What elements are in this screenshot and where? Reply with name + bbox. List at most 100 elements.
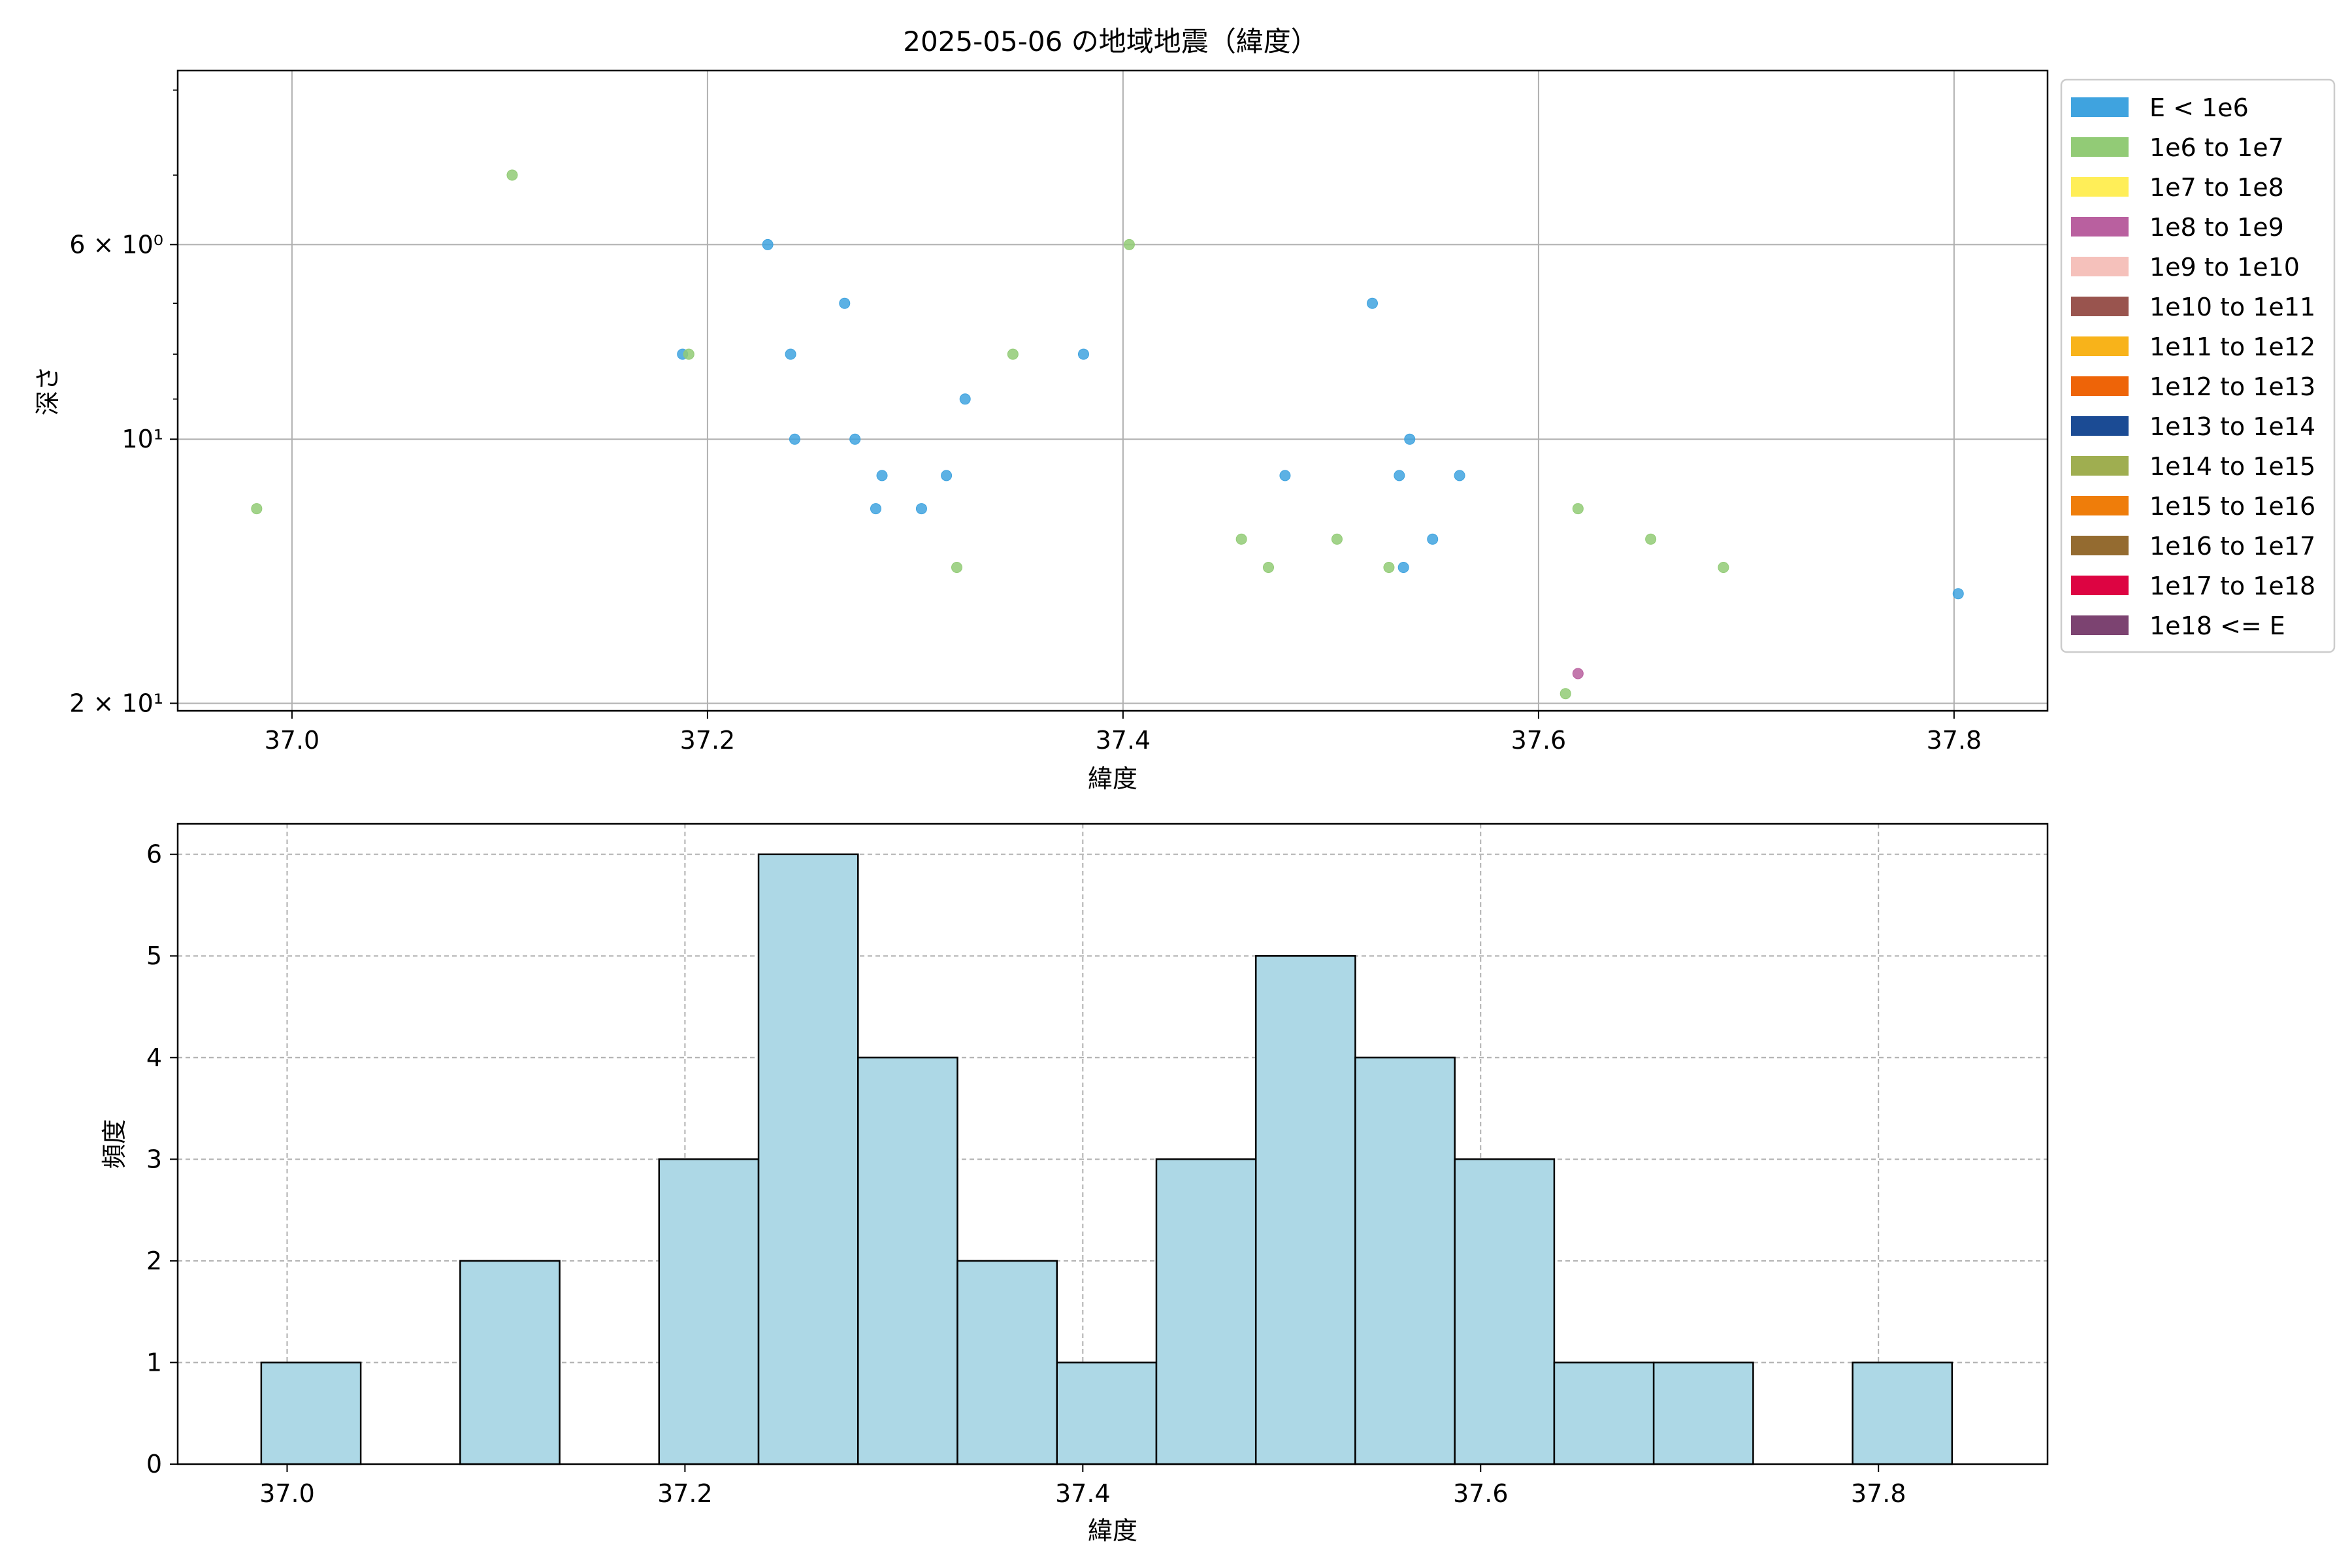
legend-swatch (2071, 615, 2129, 635)
data-point (959, 393, 971, 405)
y-tick-label: 6 × 10⁰ (69, 230, 163, 259)
data-point (1331, 533, 1343, 545)
legend-label: 1e8 to 1e9 (2149, 213, 2284, 242)
data-point (1007, 348, 1019, 360)
data-points (251, 169, 1964, 700)
y-tick-label: 6 (146, 840, 162, 869)
data-point (849, 433, 861, 445)
y-ticks: 0 1 2 3 4 5 6 (146, 840, 178, 1478)
data-point (1560, 688, 1571, 700)
y-tick-label: 10¹ (122, 425, 163, 453)
histogram-bar (1553, 1362, 1655, 1465)
histogram-bar (1155, 1158, 1257, 1465)
legend-label: 1e7 to 1e8 (2149, 173, 2284, 202)
data-point (839, 297, 851, 309)
legend-label: 1e17 to 1e18 (2149, 572, 2315, 600)
plot-frame (176, 823, 2049, 1465)
x-tick-label: 37.4 (1055, 1479, 1111, 1508)
bars (260, 853, 1953, 1465)
data-point (789, 433, 800, 445)
data-point (941, 470, 953, 482)
legend-label: 1e9 to 1e10 (2149, 253, 2300, 282)
y-tick-label: 0 (146, 1450, 162, 1478)
histogram-bar (857, 1056, 958, 1465)
y-tick-label: 2 (146, 1247, 162, 1275)
data-point (1397, 561, 1409, 573)
legend-swatch (2071, 97, 2129, 117)
histogram-chart: 37.0 37.2 37.4 37.6 37.8 0 1 2 3 4 5 6 緯度 頻度 (100, 823, 2049, 1545)
y-tick-label: 1 (146, 1348, 162, 1377)
legend-label: 1e16 to 1e17 (2149, 532, 2315, 561)
x-tick-label: 37.8 (1851, 1479, 1906, 1508)
histogram-bar (1354, 1056, 1456, 1465)
y-axis-label: 頻度 (100, 1119, 129, 1169)
legend-swatch (2071, 376, 2129, 396)
histogram-bar (956, 1260, 1058, 1465)
legend-swatch (2071, 177, 2129, 197)
data-point (1394, 470, 1405, 482)
histogram-bar (658, 1158, 760, 1465)
legend-label: 1e11 to 1e12 (2149, 333, 2315, 361)
legend-swatch (2071, 297, 2129, 316)
legend-label: 1e6 to 1e7 (2149, 133, 2284, 162)
data-point (1718, 561, 1729, 573)
data-point (876, 470, 888, 482)
data-point (1235, 533, 1247, 545)
histogram-bar (1056, 1362, 1158, 1465)
scatter-chart: 2025-05-06 の地域地震（緯度） 37.0 37.2 37.4 37.6 37.… (33, 25, 2336, 793)
data-point (1383, 561, 1395, 573)
legend-label: 1e13 to 1e14 (2149, 412, 2315, 441)
x-tick-label: 37.2 (657, 1479, 713, 1508)
histogram-bar (757, 853, 859, 1465)
legend-label: 1e10 to 1e11 (2149, 293, 2315, 321)
data-point (1279, 470, 1291, 482)
legend-swatch (2071, 576, 2129, 595)
x-tick-label: 37.6 (1511, 726, 1567, 755)
data-point (762, 238, 774, 250)
data-point (1123, 238, 1135, 250)
legend-label: E < 1e6 (2149, 93, 2249, 122)
legend-label: 1e12 to 1e13 (2149, 372, 2315, 401)
x-tick-label: 37.0 (265, 726, 320, 755)
y-ticks: 6 × 10⁰ 10¹ 2 × 10¹ (69, 90, 178, 717)
data-point (915, 503, 927, 515)
legend-swatch (2071, 217, 2129, 237)
data-point (951, 561, 962, 573)
x-ticks: 37.0 37.2 37.4 37.6 37.8 (265, 711, 1982, 755)
data-point (1454, 470, 1465, 482)
histogram-bar (1652, 1362, 1754, 1465)
grid-lines (178, 71, 2048, 711)
legend-label: 1e18 <= E (2149, 612, 2285, 640)
plot-frame (176, 69, 2049, 712)
chart-title: 2025-05-06 の地域地震（緯度） (903, 25, 1318, 57)
legend-label: 1e15 to 1e16 (2149, 492, 2315, 521)
legend-swatch (2071, 336, 2129, 356)
histogram-bar (1454, 1158, 1556, 1465)
x-axis-label: 緯度 (1088, 1516, 1137, 1545)
legend-swatch (2071, 456, 2129, 476)
data-point (1645, 533, 1657, 545)
y-tick-label: 3 (146, 1145, 162, 1173)
data-point (1572, 668, 1584, 679)
legend-swatch (2071, 137, 2129, 157)
legend-label: 1e14 to 1e15 (2149, 452, 2315, 481)
data-point (1952, 588, 1964, 600)
legend-swatch (2071, 496, 2129, 515)
legend-swatch (2071, 536, 2129, 555)
legend-swatch (2071, 416, 2129, 436)
x-tick-label: 37.6 (1453, 1479, 1509, 1508)
legend-frame (2060, 78, 2336, 653)
x-tick-label: 37.2 (680, 726, 736, 755)
x-tick-label: 37.8 (1927, 726, 1982, 755)
y-axis-label: 深さ (33, 366, 62, 416)
x-tick-label: 37.4 (1096, 726, 1151, 755)
data-point (870, 503, 881, 515)
data-point (785, 348, 796, 360)
legend-swatch (2071, 257, 2129, 276)
y-tick-label: 4 (146, 1043, 162, 1072)
histogram-bar (459, 1260, 561, 1465)
x-axis-label: 緯度 (1088, 764, 1137, 793)
data-point (1572, 503, 1584, 515)
legend: E < 1e6 1e6 to 1e7 1e7 to 1e8 1e8 to 1e9 1e9… (2060, 78, 2336, 653)
